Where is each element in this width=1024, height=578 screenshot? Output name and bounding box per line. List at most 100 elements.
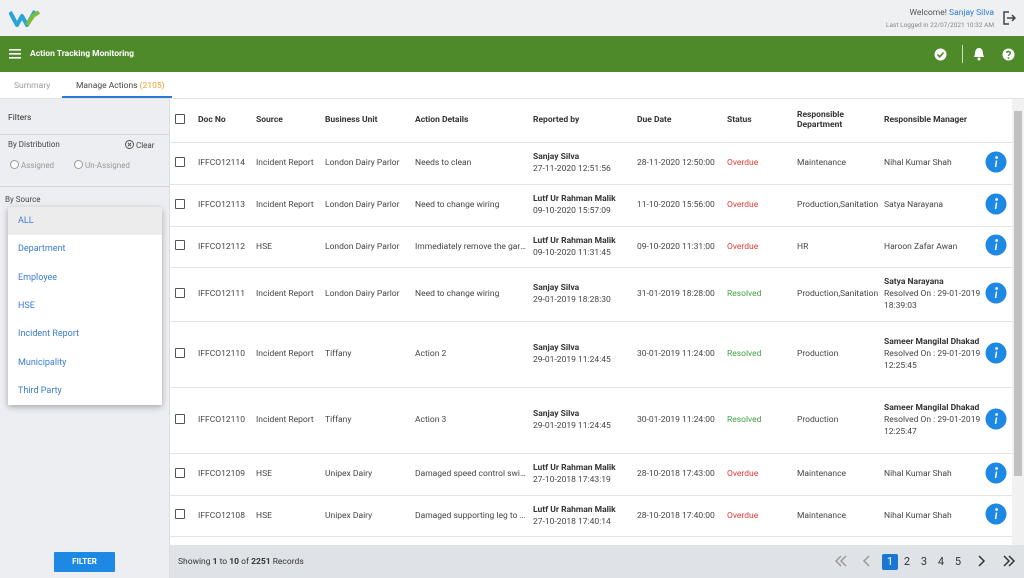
tab-manage[interactable]: Manage Actions (2105) [76,81,165,91]
due-date: 11-10-2020 15:56:00 [632,184,722,227]
menu-icon[interactable] [9,49,21,59]
last-page[interactable] [1002,555,1016,567]
action-details-cell: Need to change wiring [410,184,528,227]
dropdown-option[interactable]: Incident Report [18,329,80,340]
manager-cell: Satya Narayana Resolved On : 29-01-2019 1… [879,267,985,322]
status: Resolved [722,321,792,388]
action-details: Damaged speed control switch [415,469,528,479]
bell-icon[interactable] [973,47,985,61]
info-button[interactable] [985,342,1007,364]
filter-button[interactable]: FILTER [54,552,115,572]
dropdown-option[interactable]: Employee [18,272,58,283]
nav-bar: Action Tracking Monitoring [0,36,1024,72]
department: Maintenance [792,142,879,185]
due-date: 09-10-2020 11:31:00 [632,226,722,268]
checkbox[interactable] [175,509,185,519]
header-row: Doc No Source Business Unit Action Details R… [170,99,1012,143]
dropdown-option[interactable]: Department [18,244,66,255]
check-icon[interactable] [934,48,947,61]
select-cell [170,495,193,537]
info-button[interactable] [985,282,1007,304]
info-cell [985,142,1012,185]
next-page[interactable] [976,555,986,567]
page-number[interactable]: 3 [920,555,928,568]
manager-cell: Sameer Mangilal Dhakad Resolved On : 29-0… [879,387,985,454]
reported-date: 27-10-2018 17:43:19 [533,475,611,485]
prev-page[interactable] [862,555,872,567]
checkbox[interactable] [175,198,185,209]
checkbox[interactable] [175,113,185,124]
dropdown-option[interactable]: Third Party [18,385,62,396]
checkbox[interactable] [175,467,185,478]
by-distribution: By Distribution [8,140,60,149]
column-header: Status [722,99,792,143]
action-details: Need to change wiring [415,200,500,210]
reported-by: Sanjay Silva 27-11-2020 12:51:56 [528,142,632,185]
tabs: Summary Manage Actions (2105) [0,72,1024,99]
info-button[interactable] [985,193,1007,215]
clear-icon [125,140,134,149]
total: 2251 [251,557,271,567]
scrollbar[interactable] [1012,99,1024,545]
table-row: IFFCO12110 Incident Report Tiffany Action 2… [170,321,1012,388]
source: HSE [251,495,320,537]
status: Overdue [722,226,792,268]
checkbox[interactable] [175,413,185,424]
column-header: Responsible Manager [879,99,985,143]
info-button[interactable] [985,234,1007,256]
info-button[interactable] [985,408,1007,430]
user-name[interactable]: Sanjay Silva [949,8,994,18]
page-number[interactable]: 2 [903,555,911,568]
table-row: IFFCO12109 HSE Unipex Dairy Damaged speed c… [170,453,1012,496]
info-button[interactable] [985,462,1007,484]
status: Overdue [722,495,792,537]
reported-by: Sanjay Silva 29-01-2019 18:28:30 [528,267,632,322]
logo[interactable] [9,8,45,28]
info-button[interactable] [985,503,1007,525]
radio-assigned[interactable]: Assigned [10,160,54,170]
business-unit: London Dairy Parlor [320,226,410,268]
status: Resolved [722,267,792,322]
doc-no: IFFCO12109 [193,453,251,496]
page-number[interactable]: 1 [882,554,898,570]
doc-no: IFFCO12113 [193,184,251,227]
tab-label: Manage Actions [76,81,138,91]
radio-label: Assigned [20,161,55,170]
doc-no: IFFCO12114 [193,142,251,185]
info-cell [985,226,1012,268]
department: Production [792,387,879,454]
action-details: Immediately remove the garbage [415,241,528,252]
due-date: 28-10-2018 17:43:00 [632,453,722,496]
reporter-name: Lutf Ur Rahman Malik [533,504,616,515]
manager-cell: Nihal Kumar Shah [879,495,985,537]
scroll-thumb[interactable] [1014,111,1022,476]
checkbox[interactable] [175,240,185,250]
column-header: Source [251,99,320,143]
text: of [241,557,249,567]
dropdown-option[interactable]: Municipality [18,357,67,368]
help-icon[interactable] [1002,48,1015,61]
manager-cell: Satya Narayana [879,184,985,227]
info-button[interactable] [985,151,1007,173]
dropdown-option[interactable]: HSE [18,300,35,311]
doc-no: IFFCO12108 [193,495,251,537]
records-info: Showing 1 to 10 of 2251 Records [178,557,304,567]
first-page[interactable] [834,555,848,567]
radio-label: Un-Assigned [84,161,130,170]
text: Showing [178,557,211,567]
dropdown-option[interactable]: ALL [8,207,162,235]
checkbox[interactable] [175,347,185,358]
page-number[interactable]: 5 [954,555,962,568]
manager-cell: Nihal Kumar Shah [879,142,985,185]
action-details-cell: Action 2 [410,321,528,388]
due-date: 28-10-2018 17:40:00 [632,495,722,537]
checkbox[interactable] [175,156,185,167]
clear[interactable]: Clear [125,140,154,150]
tab-summary[interactable]: Summary [14,81,51,91]
radio-unassigned[interactable]: Un-Assigned [74,160,130,170]
reporter-name: Lutf Ur Rahman Malik [533,235,616,246]
page-number[interactable]: 4 [937,555,945,568]
checkbox[interactable] [175,287,185,298]
business-unit: London Dairy Parlor [320,142,410,185]
logout-icon[interactable] [1002,10,1016,26]
